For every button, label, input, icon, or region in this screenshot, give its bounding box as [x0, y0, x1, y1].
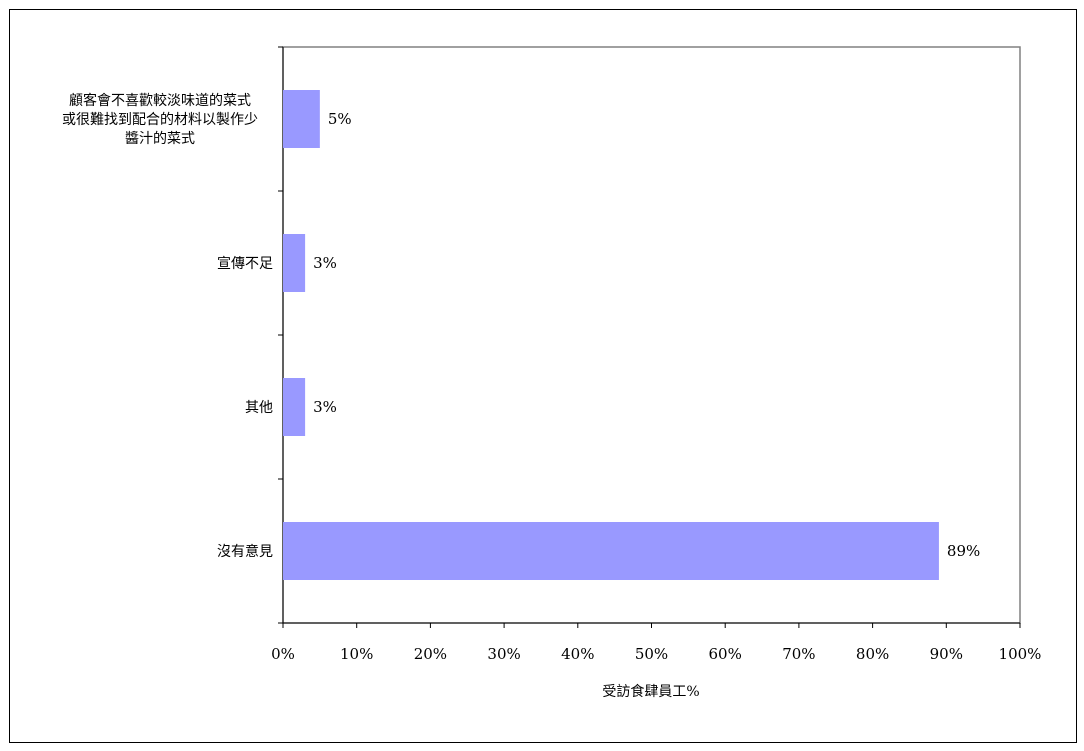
- x-axis-ticks: [282, 623, 1021, 628]
- x-tick-label: 10%: [340, 645, 373, 663]
- bar: [283, 522, 939, 580]
- x-tick-label: 40%: [561, 645, 594, 663]
- x-tick-label: 60%: [709, 645, 742, 663]
- y-axis-ticks: [278, 46, 283, 624]
- data-labels: 5% 3% 3% 89%: [313, 110, 980, 560]
- x-tick-label: 70%: [782, 645, 815, 663]
- bar: [283, 90, 320, 148]
- category-label-line: 沒有意見: [217, 543, 273, 560]
- category-label-line: 顧客會不喜歡較淡味道的菜式: [69, 92, 251, 109]
- data-label: 3%: [313, 254, 337, 272]
- x-tick-label: 100%: [999, 645, 1042, 663]
- x-tick-label: 0%: [271, 645, 295, 663]
- data-label: 5%: [328, 110, 352, 128]
- bar: [283, 378, 306, 436]
- x-tick-label: 50%: [635, 645, 668, 663]
- data-label: 3%: [313, 398, 337, 416]
- x-tick-labels: 0% 10% 20% 30% 40% 50% 60% 70% 80% 90% 100%: [271, 645, 1041, 663]
- category-label: 宣傳不足: [217, 256, 273, 272]
- x-tick-label: 30%: [487, 645, 520, 663]
- category-label: 其他: [245, 400, 273, 416]
- data-label: 89%: [947, 542, 980, 560]
- x-tick-label: 20%: [414, 645, 447, 663]
- x-tick-label: 80%: [856, 645, 889, 663]
- x-axis-title: 受訪食肆員工%: [602, 683, 699, 700]
- x-tick-label: 90%: [930, 645, 963, 663]
- category-label-line: 或很難找到配合的材料以製作少: [62, 112, 258, 128]
- category-label-line: 其他: [245, 400, 273, 416]
- bars: [283, 90, 939, 580]
- category-label-line: 醬汁的菜式: [125, 130, 195, 147]
- category-labels: 顧客會不喜歡較淡味道的菜式或很難找到配合的材料以製作少醬汁的菜式宣傳不足其他沒有…: [62, 92, 273, 560]
- bar-chart: 5% 3% 3% 89% 顧客會不喜歡較淡味道的菜式或很難找到配合的材料以製作少醬汁的…: [62, 46, 1041, 700]
- category-label-line: 宣傳不足: [217, 256, 273, 272]
- category-label: 沒有意見: [217, 543, 273, 560]
- bar: [283, 234, 306, 292]
- category-label: 顧客會不喜歡較淡味道的菜式或很難找到配合的材料以製作少醬汁的菜式: [62, 92, 258, 147]
- chart-frame: 5% 3% 3% 89% 顧客會不喜歡較淡味道的菜式或很難找到配合的材料以製作少醬汁的…: [9, 9, 1077, 743]
